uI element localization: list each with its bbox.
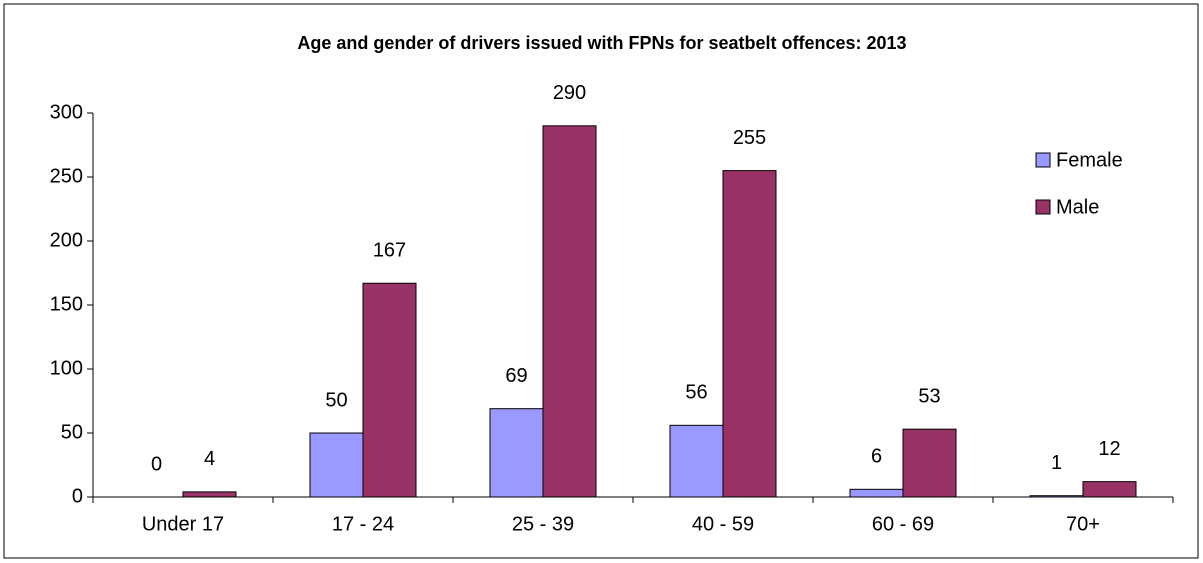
x-tick-label: 17 - 24 [332,513,394,535]
legend-label: Male [1056,196,1099,218]
data-label: 0 [151,453,162,475]
bar [1029,495,1084,498]
bar [1082,481,1137,498]
bar [722,170,777,498]
x-tick-label: Under 17 [142,513,224,535]
data-label: 6 [871,446,882,468]
bar [902,428,957,498]
bar [309,432,364,498]
data-label: 255 [733,127,766,149]
bar [182,491,237,498]
bar [669,424,724,498]
data-label: 4 [204,448,215,470]
data-label: 53 [918,385,940,407]
y-tick-label: 250 [50,165,83,187]
x-tick-label: 25 - 39 [512,513,574,535]
bar [849,488,904,498]
bar [362,282,417,498]
legend-label: Female [1056,149,1123,171]
data-label: 167 [373,240,406,262]
bar [542,125,597,498]
legend-swatch [1035,199,1051,215]
y-tick-label: 300 [50,101,83,123]
y-tick-label: 200 [50,229,83,251]
x-tick-label: 40 - 59 [692,513,754,535]
y-tick-label: 100 [50,357,83,379]
x-tick-label: 60 - 69 [872,513,934,535]
y-tick-label: 0 [72,485,83,507]
data-label: 12 [1098,438,1120,460]
data-label: 50 [325,389,347,411]
data-label: 1 [1051,452,1062,474]
data-label: 290 [553,82,586,104]
data-label: 56 [685,382,707,404]
data-label: 69 [505,365,527,387]
y-tick-label: 150 [50,293,83,315]
bar [489,408,544,498]
chart-border [3,3,1199,559]
x-tick-label: 70+ [1066,513,1100,535]
legend-swatch [1035,152,1051,168]
y-tick-label: 50 [61,421,83,443]
chart-title: Age and gender of drivers issued with FP… [297,33,906,53]
